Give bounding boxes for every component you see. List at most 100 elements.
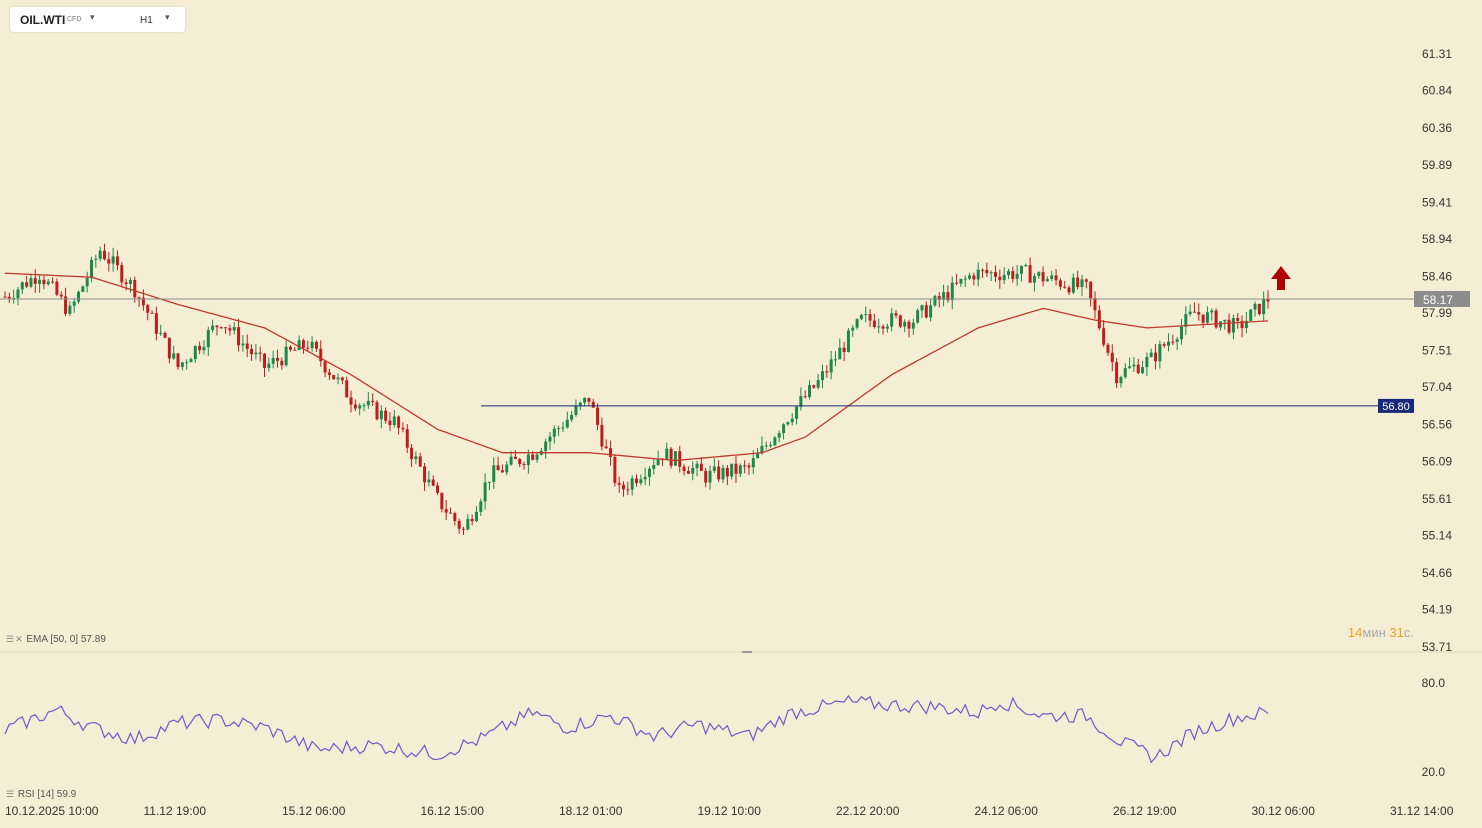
rsi-label: RSI [14] 59.9 xyxy=(17,789,77,800)
settings-icon[interactable]: ☰ xyxy=(6,789,16,799)
candle xyxy=(833,351,837,367)
candle-body xyxy=(833,359,837,361)
symbol-selector[interactable]: OIL.WTI xyxy=(20,13,66,27)
candle xyxy=(1175,336,1179,350)
candle-body xyxy=(1192,311,1196,313)
candle xyxy=(916,308,920,324)
candle xyxy=(224,326,228,334)
candle xyxy=(721,464,725,483)
candle xyxy=(929,299,933,322)
candle xyxy=(1024,263,1028,268)
candle-body xyxy=(392,416,396,426)
candle xyxy=(1028,257,1032,283)
candle-body xyxy=(600,424,604,447)
candle-body xyxy=(1171,341,1175,343)
candle-body xyxy=(375,402,379,420)
candle xyxy=(163,331,167,339)
candle xyxy=(453,511,457,526)
candle-body xyxy=(868,314,872,321)
candle-body xyxy=(721,467,725,480)
candle-body xyxy=(673,451,677,466)
candle-body xyxy=(1041,272,1045,282)
candle-body xyxy=(513,456,517,459)
candle-body xyxy=(111,256,115,264)
candle-body xyxy=(505,464,509,473)
candle xyxy=(94,254,98,268)
candle-body xyxy=(107,259,111,264)
candle-body xyxy=(323,361,327,373)
time-tick-label: 18.12 01:00 xyxy=(559,804,623,818)
candle xyxy=(859,313,863,321)
candle xyxy=(704,467,708,488)
candle-body xyxy=(1028,265,1032,283)
candle xyxy=(626,481,630,495)
candle xyxy=(1067,285,1071,296)
candle xyxy=(500,464,504,473)
candle-body xyxy=(859,314,863,320)
candle-body xyxy=(855,319,859,328)
candle-body xyxy=(1063,286,1067,288)
price-tick-label: 60.36 xyxy=(1422,121,1452,135)
candle-body xyxy=(557,428,561,430)
candle xyxy=(362,403,366,412)
candle-body xyxy=(972,275,976,280)
chevron-down-icon[interactable]: ▾ xyxy=(165,12,170,22)
candle xyxy=(1205,306,1209,325)
candle-body xyxy=(466,518,470,530)
candle-body xyxy=(816,380,820,388)
candle-body xyxy=(812,385,816,388)
candle xyxy=(444,499,448,521)
candle xyxy=(1006,268,1010,280)
candle-body xyxy=(1106,344,1110,353)
candle xyxy=(12,289,16,304)
timeframe-selector[interactable]: H1 xyxy=(140,15,153,26)
candle xyxy=(133,276,137,303)
candle xyxy=(924,301,928,319)
candle-body xyxy=(1093,298,1097,311)
candle xyxy=(1223,319,1227,330)
candle-body xyxy=(596,407,600,425)
candle-body xyxy=(570,414,574,420)
level-label: 56.80 xyxy=(1382,401,1410,413)
candle-body xyxy=(427,479,431,483)
candle-body xyxy=(933,296,937,306)
candle xyxy=(1192,302,1196,313)
candle-body xyxy=(937,296,941,300)
chevron-down-icon[interactable]: ▾ xyxy=(90,12,95,22)
candle-body xyxy=(717,466,721,480)
candle-body xyxy=(250,348,254,355)
candle-body xyxy=(764,445,768,447)
candle xyxy=(159,324,163,336)
candle-body xyxy=(820,371,824,381)
candle xyxy=(211,319,215,333)
candle xyxy=(773,436,777,447)
candle xyxy=(535,453,539,463)
candle xyxy=(1149,348,1153,358)
candle xyxy=(786,421,790,426)
candle xyxy=(1218,321,1222,331)
candle xyxy=(150,310,154,314)
candle-body xyxy=(760,445,764,454)
candle xyxy=(911,318,915,335)
candle xyxy=(1123,363,1127,379)
candle xyxy=(1249,309,1253,322)
candle xyxy=(457,518,461,534)
candle-body xyxy=(544,441,548,451)
candle xyxy=(881,324,885,335)
candle-body xyxy=(1119,377,1123,384)
candle-body xyxy=(989,272,993,274)
candle-body xyxy=(578,402,582,406)
candle xyxy=(1115,358,1119,389)
candle-body xyxy=(85,278,89,287)
candle xyxy=(288,345,292,352)
candle xyxy=(522,461,526,470)
candle-body xyxy=(64,296,68,314)
candle-body xyxy=(1054,275,1058,281)
candle-body xyxy=(699,463,703,471)
candle xyxy=(102,243,106,261)
rsi-panel: 80.0 20.0 xyxy=(0,651,1482,779)
candle-body xyxy=(327,372,331,376)
settings-icon[interactable]: ☰✕ xyxy=(6,634,24,644)
candle xyxy=(496,456,500,471)
